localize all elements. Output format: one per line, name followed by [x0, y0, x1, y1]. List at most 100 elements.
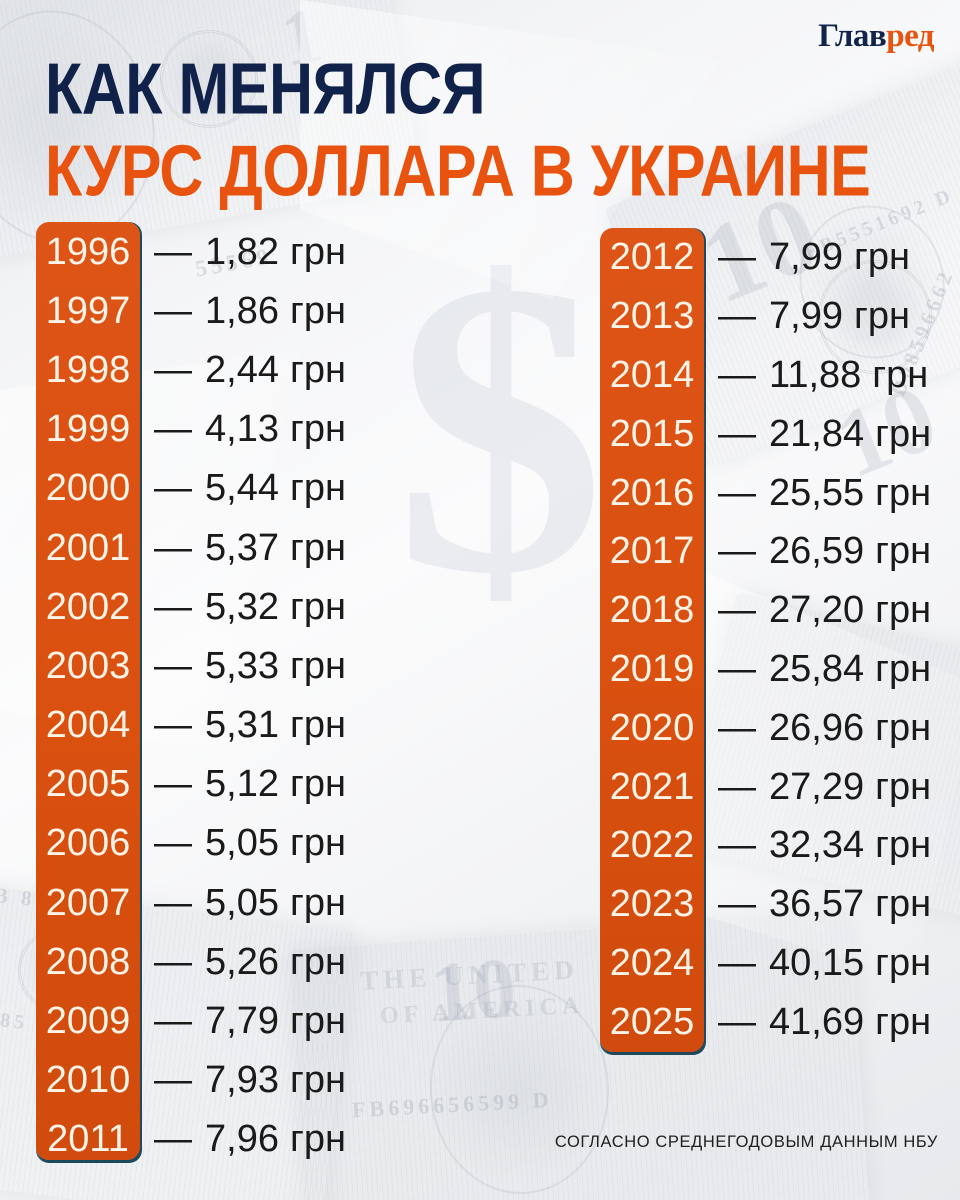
rate-amount: 40,15 [769, 941, 865, 984]
currency-unit: грн [289, 940, 346, 983]
rate-value: — 41,69 грн [718, 1003, 931, 1041]
rate-value: — 5,05 грн [154, 824, 346, 862]
rate-value: — 26,96 грн [718, 709, 931, 747]
currency-unit: грн [875, 530, 932, 573]
rate-row: 2008 — 5,26 грн [36, 932, 346, 991]
rate-row: 2000 — 5,44 грн [36, 459, 346, 518]
rate-row: 2005 — 5,12 грн [36, 755, 346, 814]
year-label: 2019 [609, 647, 695, 690]
dash-separator: — [154, 585, 192, 628]
rate-row: 2001 — 5,37 грн [36, 518, 346, 577]
rate-amount: 21,84 [769, 412, 865, 455]
year-label: 2014 [609, 353, 695, 396]
year-label: 2015 [609, 412, 695, 455]
dash-separator: — [154, 467, 192, 510]
rate-value: — 5,05 грн [154, 884, 346, 922]
site-logo[interactable]: Главред [818, 20, 934, 53]
year-label: 2000 [45, 467, 131, 510]
rate-row: 2020 — 26,96 грн [600, 698, 931, 757]
currency-unit: грн [872, 353, 929, 396]
year-bar-right [600, 228, 704, 1052]
logo-text-accent: ред [886, 18, 934, 54]
rate-amount: 5,37 [205, 526, 279, 569]
year-label: 2022 [609, 824, 695, 867]
currency-unit: грн [289, 1000, 346, 1043]
currency-unit: грн [289, 1118, 346, 1161]
rate-amount: 26,59 [769, 530, 865, 573]
rates-rows-right: 2012—7,99 грн 2013—7,99 грн 2014—11,88 грн 201… [600, 228, 931, 1051]
rate-amount: 7,99 [769, 295, 843, 338]
dash-separator: — [718, 295, 756, 338]
year-label: 2005 [45, 763, 131, 806]
year-label: 2024 [609, 941, 695, 984]
rate-row: 2017 — 26,59 грн [600, 522, 931, 581]
year-label: 1998 [45, 348, 131, 391]
rate-value: — 32,34 грн [718, 826, 931, 864]
rate-amount: 7,79 [205, 1000, 279, 1043]
rate-amount: 7,93 [205, 1059, 279, 1102]
currency-unit: грн [875, 589, 932, 632]
currency-unit: грн [289, 289, 346, 332]
year-label: 2010 [45, 1059, 131, 1102]
rates-column-left: 1996—1,82 грн 1997—1,86 грн 1998—2,44 грн 1999… [36, 222, 346, 1169]
rate-amount: 27,20 [769, 589, 865, 632]
rate-value: — 7,79 грн [154, 1002, 346, 1040]
year-label: 1996 [45, 230, 131, 273]
rate-amount: 5,12 [205, 763, 279, 806]
rate-value: — 25,55 грн [718, 474, 931, 512]
year-label: 2003 [45, 644, 131, 687]
banknote-inscription-1: THE UNITED [359, 954, 580, 996]
rate-amount: 5,05 [205, 822, 279, 865]
currency-unit: грн [289, 585, 346, 628]
rate-row: 2009 — 7,79 грн [36, 991, 346, 1050]
rate-amount: 25,84 [769, 647, 865, 690]
rate-row: 1996 — 1,82 грн [36, 222, 346, 281]
rate-value: — 5,44 грн [154, 469, 346, 507]
rate-value: — 5,33 грн [154, 647, 346, 685]
rate-value: — 5,37 грн [154, 529, 346, 567]
rate-row: 2016 — 25,55 грн [600, 463, 931, 522]
title-line-2: КУРС ДОЛЛАРА В УКРАИНЕ [45, 130, 871, 211]
portrait-oval-bottom-icon [424, 980, 615, 1199]
rate-row: 2015 — 21,84 грн [600, 404, 931, 463]
dash-separator: — [718, 883, 756, 926]
rate-row: 2007 — 5,05 грн [36, 873, 346, 932]
currency-unit: грн [289, 1059, 346, 1102]
rate-value: — 40,15 грн [718, 944, 931, 982]
dash-separator: — [154, 881, 192, 924]
currency-unit: грн [289, 881, 346, 924]
rate-row: 2006 — 5,05 грн [36, 814, 346, 873]
rate-value: — 27,20 грн [718, 591, 931, 629]
rate-value: — 7,96 грн [154, 1120, 346, 1158]
rate-row: 2024 — 40,15 грн [600, 934, 931, 993]
currency-unit: грн [875, 471, 932, 514]
currency-unit: грн [875, 1000, 932, 1043]
page-title: КАК МЕНЯЛСЯ КУРС ДОЛЛАРА В УКРАИНЕ [45, 52, 925, 208]
rates-rows-left: 1996—1,82 грн 1997—1,86 грн 1998—2,44 грн 1999… [36, 222, 346, 1169]
dash-separator: — [154, 230, 192, 273]
year-bar-left [36, 222, 140, 1160]
rate-value: — 5,12 грн [154, 765, 346, 803]
rate-amount: 25,55 [769, 471, 865, 514]
rate-amount: 1,86 [205, 289, 279, 332]
dash-separator: — [718, 1000, 756, 1043]
dash-separator: — [154, 704, 192, 747]
rate-row: 2003 — 5,33 грн [36, 636, 346, 695]
rate-value: — 5,26 грн [154, 943, 346, 981]
rate-amount: 41,69 [769, 1000, 865, 1043]
rate-row: 2023 — 36,57 грн [600, 875, 931, 934]
rate-row: 2014 — 11,88 грн [600, 346, 931, 405]
year-label: 2023 [609, 883, 695, 926]
year-label: 2002 [45, 585, 131, 628]
currency-unit: грн [875, 412, 932, 455]
currency-unit: грн [289, 526, 346, 569]
rate-row: 1998 — 2,44 грн [36, 340, 346, 399]
year-label: 2001 [45, 526, 131, 569]
rate-row: 2018 — 27,20 грн [600, 581, 931, 640]
banknote-denomination-bottom: 10 [426, 939, 520, 1041]
dash-separator: — [718, 589, 756, 632]
rate-row: 1999 — 4,13 грн [36, 400, 346, 459]
currency-unit: грн [875, 883, 932, 926]
currency-unit: грн [289, 230, 346, 273]
